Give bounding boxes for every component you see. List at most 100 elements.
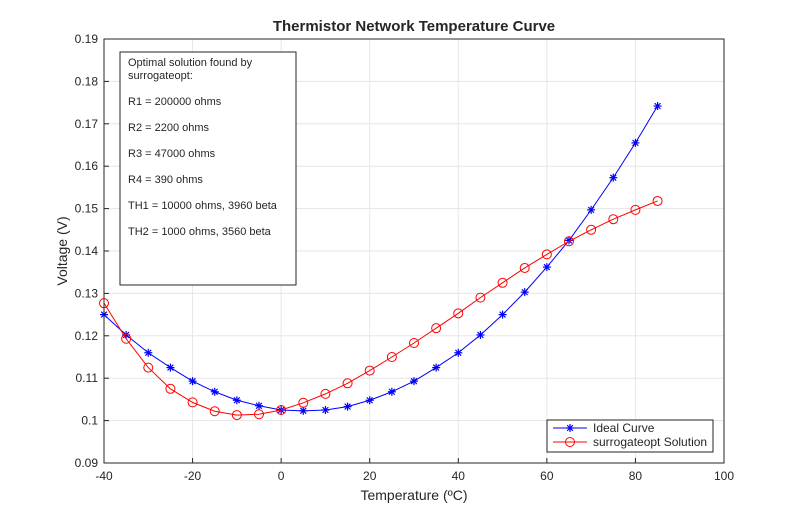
data-point-ideal <box>365 396 374 405</box>
legend-label-surrogateopt: surrogateopt Solution <box>593 435 707 449</box>
x-tick-label: -20 <box>184 469 202 483</box>
annotation-line: R3 = 47000 ohms <box>128 148 216 160</box>
y-tick-label: 0.13 <box>75 286 99 300</box>
annotation-line: R2 = 2200 ohms <box>128 122 210 134</box>
data-point-ideal <box>255 401 263 410</box>
data-point-ideal <box>387 387 396 396</box>
legend-marker <box>565 437 575 447</box>
data-point-ideal <box>232 396 241 405</box>
asterisk-stroke <box>609 174 617 181</box>
data-point-surrogateopt <box>409 338 419 349</box>
asterisk-stroke <box>366 396 374 404</box>
data-point-surrogateopt <box>564 236 574 247</box>
asterisk-stroke <box>454 349 462 357</box>
y-tick-label: 0.09 <box>75 456 99 470</box>
data-point-ideal <box>631 138 640 147</box>
data-point-surrogateopt <box>652 195 663 206</box>
data-point-surrogateopt <box>586 224 597 235</box>
data-point-ideal <box>498 310 507 319</box>
data-point-surrogateopt <box>630 204 641 215</box>
asterisk-stroke <box>543 263 551 271</box>
asterisk-stroke <box>211 388 219 396</box>
asterisk-stroke <box>322 406 329 414</box>
asterisk-stroke <box>521 288 529 296</box>
data-point-surrogateopt <box>386 352 397 362</box>
y-tick-label: 0.19 <box>75 32 99 46</box>
legend-frame <box>546 419 714 453</box>
data-point-ideal <box>410 377 418 386</box>
annotation-line: R1 = 200000 ohms <box>128 96 222 108</box>
asterisk-stroke <box>499 311 506 318</box>
x-tick-label: 20 <box>363 469 377 483</box>
data-point-surrogateopt <box>276 405 287 415</box>
y-tick-label: 0.17 <box>75 117 99 131</box>
x-tick-label: -40 <box>95 469 113 483</box>
series-layer <box>99 101 663 421</box>
data-point-surrogateopt <box>453 308 464 319</box>
grid <box>103 38 725 464</box>
y-tick-label: 0.18 <box>75 74 99 88</box>
legend-swatch-surrogateopt <box>553 437 587 447</box>
chart-title: Thermistor Network Temperature Curve <box>273 18 555 35</box>
data-point-ideal <box>210 387 219 396</box>
asterisk-stroke <box>233 396 241 404</box>
axis-ticks: -40 -20 0 20 40 60 80 100 0.09 0.1 0.11 0.12 0.13 0.1… <box>75 32 735 483</box>
y-tick-label: 0.14 <box>75 244 99 258</box>
series-ideal <box>100 101 662 415</box>
asterisk-stroke <box>299 407 307 415</box>
annotation-frame <box>119 51 297 286</box>
data-point-surrogateopt <box>431 323 442 334</box>
y-axis-label: Voltage (V) <box>54 216 70 285</box>
x-tick-label: 40 <box>452 469 466 483</box>
data-point-surrogateopt <box>298 397 309 408</box>
data-point-surrogateopt <box>231 410 242 421</box>
data-point-ideal <box>299 406 308 415</box>
y-tick-label: 0.15 <box>75 202 99 216</box>
y-tick-label: 0.11 <box>76 371 99 385</box>
asterisk-stroke <box>167 364 174 371</box>
x-tick-label: 60 <box>540 469 554 483</box>
data-point-ideal <box>432 363 441 372</box>
x-axis-label: Temperature (ºC) <box>360 487 467 503</box>
asterisk-stroke <box>189 377 196 385</box>
data-point-surrogateopt <box>165 383 176 394</box>
data-point-ideal <box>476 330 485 339</box>
series-line-ideal <box>103 105 658 412</box>
y-tick-label: 0.1 <box>81 414 98 428</box>
data-point-ideal <box>122 330 131 339</box>
annotation-line: surrogateopt: <box>128 70 193 82</box>
data-point-ideal <box>166 363 175 372</box>
annotation-box: Optimal solution found by surrogateopt: … <box>119 51 297 286</box>
asterisk-stroke <box>388 388 396 396</box>
data-point-surrogateopt <box>519 262 530 273</box>
asterisk-stroke <box>144 349 152 357</box>
asterisk-stroke <box>432 364 440 371</box>
data-point-ideal <box>188 377 197 386</box>
legend: Ideal Curve surrogateopt Solution <box>546 419 714 453</box>
data-point-ideal <box>520 288 529 297</box>
legend-label-ideal: Ideal Curve <box>593 421 655 435</box>
x-tick-label: 80 <box>629 469 643 483</box>
asterisk-stroke <box>632 139 639 147</box>
x-tick-label: 100 <box>714 469 734 483</box>
data-point-surrogateopt <box>475 292 486 303</box>
plot-frame <box>103 38 725 464</box>
annotation-line: Optimal solution found by <box>128 57 253 69</box>
asterisk-stroke <box>255 402 263 410</box>
data-point-surrogateopt <box>209 406 220 417</box>
annotation-line: TH2 = 1000 ohms, 3560 beta <box>128 226 272 238</box>
data-point-surrogateopt <box>608 214 619 225</box>
data-point-ideal <box>144 348 153 357</box>
asterisk-stroke <box>122 331 130 339</box>
x-tick-label: 0 <box>278 469 285 483</box>
data-point-surrogateopt <box>497 277 508 288</box>
data-point-ideal <box>321 406 330 414</box>
data-point-ideal <box>587 205 596 214</box>
data-point-surrogateopt <box>364 365 375 376</box>
annotation-line: R4 = 390 ohms <box>128 174 203 186</box>
annotation-line: TH1 = 10000 ohms, 3960 beta <box>128 200 278 212</box>
asterisk-stroke <box>587 206 595 214</box>
data-point-surrogateopt <box>254 409 264 420</box>
y-tick-label: 0.16 <box>75 159 99 173</box>
